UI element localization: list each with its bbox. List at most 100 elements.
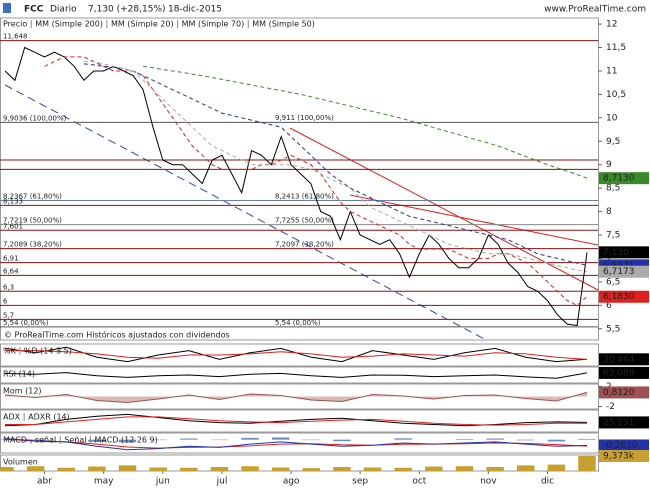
- bar: [271, 467, 290, 471]
- bar: [149, 467, 167, 471]
- bar: [547, 439, 566, 442]
- level-label: 6,91: [3, 255, 19, 263]
- last-label: 6,1830: [603, 292, 635, 302]
- bar: [26, 466, 45, 471]
- bar: [486, 438, 504, 440]
- fib-label: 7,2097 (38,20%): [275, 241, 334, 249]
- level-label: 5,54 (0,00%): [3, 319, 49, 327]
- last-badge: [599, 439, 649, 452]
- y-tick-label: 12: [606, 20, 617, 30]
- panel: [0, 432, 599, 454]
- line: [4, 391, 588, 404]
- x-tick-label: oct: [412, 477, 426, 487]
- panel: [0, 366, 599, 384]
- footer: © ProRealTime.com Históricos ajustados c…: [4, 330, 230, 340]
- x-tick-label: ago: [283, 477, 300, 487]
- bar: [88, 439, 106, 442]
- last-label: 63,089: [603, 368, 635, 378]
- y-tick-label: 7,5: [606, 231, 620, 241]
- bar: [578, 439, 596, 440]
- bar: [88, 466, 106, 471]
- level-label: 7,2089 (38,20%): [3, 241, 62, 249]
- last-label: 25,231: [603, 418, 635, 428]
- level-label: 11,648: [3, 33, 28, 41]
- last-badge: [599, 265, 649, 278]
- legend-entry: %K: [3, 347, 17, 356]
- y-tick-label: 6,5: [606, 277, 620, 287]
- bar: [180, 438, 198, 440]
- level-label: 9,9036 (100,00%): [3, 114, 67, 122]
- price: 7,130 (+28,15%): [88, 5, 166, 15]
- panel: [0, 17, 599, 341]
- line: [143, 65, 588, 179]
- x-tick-label: dic: [541, 477, 554, 487]
- last-badge: [599, 290, 649, 303]
- bar: [425, 466, 443, 471]
- last-badge: [599, 172, 649, 185]
- line: [83, 63, 588, 266]
- bar: [180, 467, 198, 471]
- bar: [394, 438, 412, 440]
- last-badge: [599, 416, 649, 429]
- last-label: 7,130: [603, 248, 629, 258]
- level-label: 5,7: [3, 311, 14, 319]
- level-label: 7,7219 (50,00%): [3, 217, 62, 225]
- legend-entry: MACD-, señal: [3, 436, 56, 445]
- legend-entry: Señal: [64, 436, 86, 445]
- icon: [3, 3, 11, 13]
- bar: [118, 439, 137, 443]
- bar: [486, 467, 504, 471]
- last-label: 8,7130: [603, 174, 635, 184]
- fib-label: 7,7255 (50,00%): [275, 216, 334, 224]
- last-badge: [599, 450, 649, 463]
- y-tick-label: 6: [606, 301, 612, 311]
- y-tick-label: -2: [606, 402, 615, 412]
- period: Diario: [50, 5, 77, 15]
- bar: [517, 439, 535, 441]
- bar: [241, 437, 259, 440]
- line: [5, 416, 587, 426]
- bar: [578, 456, 596, 471]
- y-tick-label: 11,5: [606, 43, 626, 53]
- last-badge: [599, 246, 649, 259]
- legend-entry: MM (Simple 200): [35, 20, 103, 29]
- last-label: 6,7173: [603, 267, 635, 277]
- x-tick-label: may: [94, 477, 114, 487]
- y-tick-label: 10: [606, 113, 618, 123]
- panel: [0, 343, 599, 367]
- bar: [271, 437, 290, 440]
- level-label: 6,3: [3, 283, 14, 291]
- fib-label: 8,2413 (61,80%): [275, 192, 334, 200]
- last-badge: [599, 366, 649, 379]
- legend-entry: Volumen: [3, 458, 38, 467]
- trendline: [4, 84, 488, 340]
- level-label: 8,2367 (61,80%): [3, 192, 62, 200]
- legend-entry: MM (Simple 50): [252, 20, 315, 29]
- line: [83, 61, 588, 273]
- panel: [0, 454, 599, 472]
- line: [4, 438, 588, 451]
- fib-label: 5,54 (0,00%): [275, 319, 321, 327]
- line: [44, 56, 588, 306]
- y-tick-label: 5,5: [606, 324, 620, 334]
- legend-entry: RSI (14): [3, 370, 35, 379]
- legend-entry: MACD (12 26 9): [94, 436, 157, 445]
- bar: [547, 464, 566, 471]
- y-tick-label: 10,5: [606, 90, 626, 100]
- site: www.ProRealTime.com: [544, 5, 646, 15]
- legend-entry: Precio: [3, 20, 27, 29]
- panel: [0, 409, 599, 433]
- bar: [302, 468, 321, 471]
- line: [4, 46, 588, 327]
- last-badge: [599, 353, 649, 366]
- last-label: 0,8120: [603, 388, 635, 398]
- last-badge: [599, 386, 649, 399]
- bar: [333, 439, 351, 442]
- legend-entry: Mom (12): [3, 387, 42, 396]
- panel: [0, 383, 599, 410]
- trendline: [349, 194, 598, 246]
- legend-entry: ADXR (14): [28, 413, 70, 422]
